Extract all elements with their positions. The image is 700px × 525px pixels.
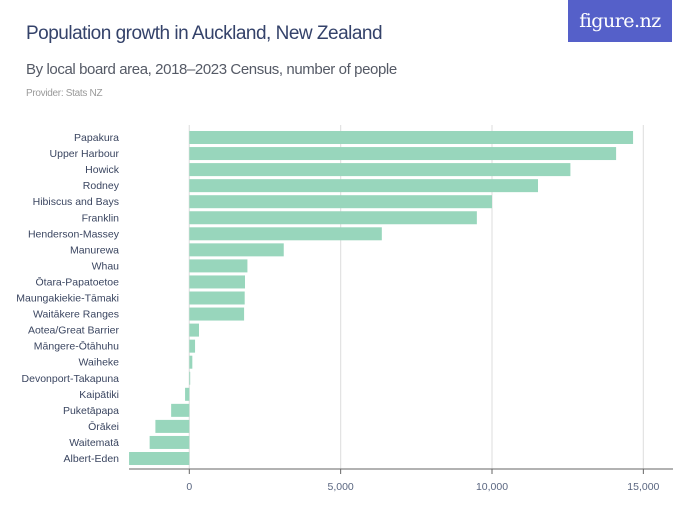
category-label: Papakura — [74, 132, 119, 144]
chart-subtitle: By local board area, 2018–2023 Census, n… — [26, 61, 397, 78]
category-label: Albert-Eden — [64, 453, 120, 465]
x-tick-label: 10,000 — [476, 481, 508, 493]
category-label: Waiheke — [79, 357, 120, 369]
bar--tara-papatoetoe — [189, 275, 245, 289]
category-label: Puketāpapa — [63, 405, 119, 417]
category-label: Rodney — [83, 180, 120, 192]
x-tick-label: 15,000 — [627, 481, 659, 493]
category-label: Hibiscus and Bays — [33, 196, 119, 208]
x-tick-label: 5,000 — [328, 481, 354, 493]
category-label: Whau — [92, 260, 120, 272]
bar-howick — [189, 163, 571, 177]
category-label: Henderson-Massey — [28, 228, 120, 240]
bar-rodney — [189, 179, 539, 193]
category-label: Maungakiekie-Tāmaki — [16, 293, 119, 305]
bar--r-kei — [155, 419, 190, 433]
bar-papakura — [189, 131, 634, 144]
figure-nz-logo[interactable]: figure.nz — [568, 0, 672, 42]
bar-waiheke — [189, 355, 193, 369]
category-label: Ōtara-Papatoetoe — [36, 276, 120, 288]
bar-m-ngere-t-huhu — [189, 339, 196, 353]
category-label: Franklin — [82, 212, 120, 224]
bar-whau — [189, 259, 248, 273]
bar-manurewa — [189, 243, 284, 257]
bar-kaip-tiki — [185, 387, 190, 401]
category-label: Upper Harbour — [50, 148, 120, 160]
bar-puket-papa — [171, 403, 190, 417]
chart-title: Population growth in Auckland, New Zeala… — [26, 23, 383, 44]
category-label: Kaipātiki — [79, 389, 119, 401]
bar-maungakiekie-t-maki — [189, 291, 245, 305]
bar-franklin — [189, 211, 477, 225]
category-label: Ōrākei — [88, 421, 119, 433]
category-label: Aotea/Great Barrier — [28, 325, 120, 337]
logo-text: figure.nz — [579, 10, 661, 32]
bar-waitemat- — [149, 435, 190, 449]
provider-note: Provider: Stats NZ — [26, 88, 103, 99]
bar-albert-eden — [129, 452, 190, 465]
bar-henderson-massey — [189, 227, 382, 241]
category-label: Devonport-Takapuna — [22, 373, 120, 385]
category-label: Waitematā — [69, 437, 119, 449]
category-label: Waitākere Ranges — [33, 309, 119, 321]
bar-devonport-takapuna — [189, 371, 191, 385]
bar-upper-harbour — [189, 147, 617, 161]
bar-aotea-great-barrier — [189, 323, 199, 337]
bar-hibiscus-and-bays — [189, 195, 493, 209]
x-tick-label: 0 — [186, 481, 192, 493]
category-label: Howick — [85, 164, 120, 176]
category-label: Māngere-Ōtāhuhu — [34, 341, 119, 353]
category-label: Manurewa — [70, 244, 119, 256]
bar-wait-kere-ranges — [189, 307, 245, 321]
